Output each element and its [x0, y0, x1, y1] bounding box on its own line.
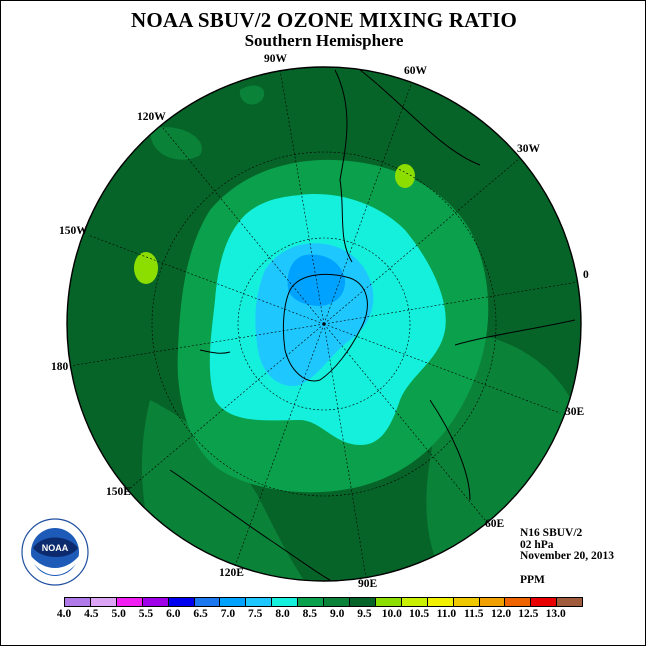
lon-label-60e: 60E — [485, 518, 505, 530]
south-america-coast-e — [359, 69, 481, 166]
page-subtitle: Southern Hemisphere — [244, 31, 404, 50]
colorbar-tick-label: 9.5 — [357, 608, 372, 620]
colorbar-tick-label: 7.0 — [220, 608, 236, 620]
colorbar-swatch — [90, 598, 117, 606]
map-border — [66, 66, 582, 582]
colorbar-tick-label: 4.0 — [56, 608, 72, 620]
page-title: NOAA SBUV/2 OZONE MIXING RATIO — [131, 8, 517, 32]
meridian-60w — [323, 81, 413, 325]
colorbar-swatch — [401, 598, 428, 606]
colorbar-tick-label: 12.5 — [518, 608, 539, 620]
lon-label-150e: 150E — [106, 486, 131, 498]
graticule — [69, 69, 579, 579]
colorbar-tick-label: 8.0 — [275, 608, 290, 620]
colorbar-tick-label: 7.5 — [248, 608, 263, 620]
ozone-region-lime-2 — [134, 252, 158, 284]
lon-label-30w: 30W — [517, 143, 541, 155]
lon-label-90e: 90E — [358, 578, 378, 590]
colorbar-tick-label: 4.5 — [84, 608, 99, 620]
colorbar-swatch — [505, 598, 532, 606]
meridian-150e — [127, 323, 325, 491]
australia-coast — [169, 469, 331, 581]
colorbar-swatch — [116, 598, 143, 606]
colorbar-swatch — [142, 598, 169, 606]
colorbar-swatch — [479, 598, 506, 606]
colorbar-tick-label: 5.5 — [138, 608, 154, 620]
colorbar-swatch — [531, 598, 558, 606]
colorbar-tick-label: 13.0 — [545, 608, 566, 620]
colorbar-tick-label: 10.5 — [409, 608, 430, 620]
colorbar-swatch — [298, 598, 325, 606]
colorbar-swatch — [324, 598, 350, 606]
lon-label-60w: 60W — [404, 65, 428, 77]
colorbar-tick-label: 9.0 — [329, 608, 345, 620]
colorbar-tick-label: 5.0 — [111, 608, 126, 620]
lon-label-120e: 120E — [219, 567, 244, 579]
new-zealand-coast — [199, 349, 231, 354]
colorbar-swatch — [168, 598, 195, 606]
colorbar — [64, 597, 583, 607]
colorbar-tick-label: 10.0 — [381, 608, 402, 620]
lon-label-0: 0 — [583, 269, 589, 281]
colorbar-swatch — [65, 598, 91, 606]
colorbar-tick-label: 6.0 — [166, 608, 181, 620]
colorbar-tick-label: 6.5 — [193, 608, 208, 620]
units-label: PPM — [520, 574, 545, 586]
meridian-30w — [323, 157, 521, 325]
date-label: November 20, 2013 — [520, 550, 615, 562]
latitude-ring-1 — [237, 237, 411, 411]
antarctica-coast — [282, 273, 368, 382]
meridian-0 — [323, 281, 579, 325]
ozone-region-mid-green-n — [239, 85, 265, 105]
lon-label-90w: 90W — [264, 53, 288, 65]
longitude-labels: 90W 60W 30W 0 30E 60E 90E 120E 150E 180 … — [51, 53, 589, 590]
colorbar-swatch — [375, 598, 402, 606]
lon-label-30e: 30E — [565, 406, 585, 418]
colorbar-swatch — [246, 598, 273, 606]
colorbar-swatch — [349, 598, 376, 606]
madagascar-coast — [429, 399, 471, 501]
colorbar-tick-label: 11.5 — [463, 608, 484, 620]
antarctic-peninsula-coast — [339, 179, 353, 263]
colorbar-swatch — [453, 598, 480, 606]
lon-label-150w: 150W — [59, 225, 88, 237]
meridian-120e — [234, 323, 325, 567]
satellite-label: N16 SBUV/2 — [520, 527, 583, 539]
colorbar-swatch — [557, 598, 583, 606]
coastlines — [169, 69, 576, 581]
south-america-coast-w — [334, 69, 348, 181]
noaa-logo: NOAA — [21, 518, 89, 586]
africa-coast — [454, 319, 576, 346]
colorbar-swatch — [220, 598, 247, 606]
colorbar-tick-label: 11.0 — [436, 608, 457, 620]
meridian-90w — [279, 69, 325, 325]
colorbar-tick-label: 8.5 — [302, 608, 318, 620]
colorbar-ticks: 4.0 4.5 5.0 5.5 6.0 6.5 7.0 7.5 8.0 8.5 9.0 9.5 10.0… — [0, 608, 648, 624]
lon-label-120w: 120W — [137, 111, 166, 123]
colorbar-swatch — [427, 598, 454, 606]
meridian-90e — [323, 323, 367, 579]
meridian-180 — [69, 323, 325, 367]
latitude-ring-2 — [151, 151, 497, 497]
ozone-region-lime-1 — [395, 164, 415, 188]
lon-label-180: 180 — [51, 361, 69, 373]
colorbar-tick-label: 12.0 — [490, 608, 512, 620]
noaa-logo-text: NOAA — [42, 543, 69, 553]
colorbar-swatch — [194, 598, 221, 606]
pressure-level-label: 02 hPa — [520, 539, 554, 551]
colorbar-swatch — [272, 598, 299, 606]
